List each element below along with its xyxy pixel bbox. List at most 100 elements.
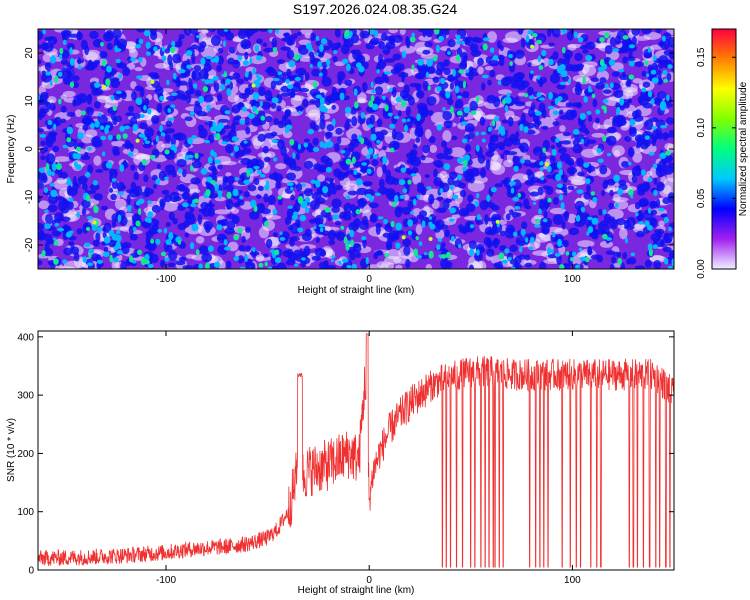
heatmap-low-patch: [449, 147, 466, 158]
heatmap-blob: [217, 55, 224, 66]
heatmap-blob: [312, 137, 319, 146]
heatmap-mid-blob: [555, 173, 562, 182]
heatmap-blob: [666, 72, 672, 82]
heatmap-y-tick-label: 0: [24, 146, 35, 152]
heatmap-blob: [626, 56, 636, 62]
heatmap-mid-blob: [187, 137, 194, 145]
heatmap-blob: [47, 204, 58, 212]
heatmap-high-blob: [602, 233, 608, 240]
heatmap-blob: [577, 171, 585, 177]
heatmap-blob: [552, 196, 559, 206]
heatmap-blob: [40, 92, 49, 97]
heatmap-blob: [515, 71, 525, 80]
heatmap-mid-blob: [223, 29, 229, 32]
heatmap-blob: [470, 167, 480, 177]
heatmap-mid-blob: [574, 264, 580, 269]
heatmap-blob: [507, 116, 514, 127]
heatmap-blob: [527, 129, 536, 135]
heatmap-blob: [639, 200, 649, 207]
heatmap-mid-blob: [100, 135, 107, 141]
heatmap-mid-blob: [43, 186, 48, 194]
heatmap-blob: [76, 93, 88, 104]
heatmap-mid-blob: [591, 217, 599, 225]
heatmap-high-blob: [294, 53, 300, 61]
heatmap-mid-blob: [475, 144, 480, 152]
heatmap-high-blob: [401, 99, 407, 108]
heatmap-mid-blob: [374, 30, 379, 38]
heatmap-blob: [384, 223, 393, 232]
heatmap-blob: [441, 140, 448, 148]
heatmap-high-blob: [535, 218, 541, 223]
heatmap-mid-blob: [164, 176, 169, 181]
heatmap-blob: [108, 187, 114, 193]
heatmap-mid-blob: [628, 60, 635, 67]
heatmap-blob: [144, 127, 155, 138]
heatmap-mid-blob: [510, 187, 515, 194]
heatmap-blob: [178, 74, 186, 79]
heatmap-blob: [194, 89, 202, 97]
heatmap-mid-blob: [512, 231, 518, 237]
heatmap-mid-blob: [556, 65, 562, 74]
heatmap-mid-blob: [527, 30, 534, 35]
heatmap-blob: [320, 249, 327, 257]
heatmap-blob: [639, 140, 649, 150]
heatmap-mid-blob: [481, 138, 486, 143]
heatmap-high-blob: [440, 254, 447, 259]
heatmap-mid-blob: [144, 140, 151, 144]
heatmap-low-patch: [114, 198, 127, 211]
heatmap-blob: [500, 153, 505, 160]
heatmap-blob: [285, 172, 297, 181]
heatmap-blob: [121, 244, 130, 255]
heatmap-mid-blob: [189, 242, 195, 250]
heatmap-blob: [168, 250, 178, 261]
heatmap-blob: [499, 230, 507, 237]
heatmap-blob: [444, 229, 451, 238]
heatmap-mid-blob: [539, 161, 544, 166]
snr-y-tick-label: 300: [17, 391, 34, 402]
heatmap-blob: [358, 198, 365, 209]
heatmap-blob: [77, 175, 88, 185]
heatmap-blob: [576, 63, 585, 68]
heatmap-high-blob: [255, 109, 259, 115]
heatmap-blob: [526, 168, 532, 176]
heatmap-blob: [442, 199, 450, 210]
heatmap-low-patch: [332, 83, 349, 89]
heatmap-blob: [203, 220, 214, 231]
heatmap-mid-blob: [277, 71, 283, 76]
heatmap-mid-blob: [310, 179, 318, 184]
heatmap-blob: [667, 37, 674, 48]
heatmap-high-blob: [105, 78, 111, 87]
heatmap-mid-blob: [182, 202, 189, 208]
heatmap-peak-blob: [150, 79, 155, 84]
heatmap-high-blob: [582, 76, 586, 85]
heatmap-blob: [178, 183, 186, 192]
snr-x-tick-label: 100: [564, 575, 581, 586]
heatmap-blob: [464, 123, 475, 133]
heatmap-blob: [484, 199, 492, 208]
heatmap-peak-blob: [495, 219, 500, 224]
heatmap-blob: [556, 83, 566, 90]
heatmap-low-patch: [214, 196, 227, 202]
heatmap-blob: [665, 117, 674, 125]
heatmap-mid-blob: [365, 256, 369, 265]
heatmap-mid-blob: [647, 46, 651, 53]
heatmap-mid-blob: [596, 148, 602, 154]
heatmap-high-blob: [617, 257, 622, 265]
heatmap-blob: [560, 140, 571, 145]
heatmap-blob: [559, 153, 571, 162]
heatmap-mid-blob: [177, 168, 183, 174]
heatmap-blob: [470, 67, 477, 74]
heatmap-blob: [303, 138, 310, 143]
heatmap-blob: [575, 81, 582, 93]
heatmap-blob: [62, 76, 73, 85]
heatmap-blob: [599, 77, 607, 84]
heatmap-blob: [615, 218, 626, 226]
heatmap-blob: [277, 120, 285, 129]
heatmap-mid-blob: [452, 194, 459, 200]
snr-y-tick-label: 100: [17, 507, 34, 518]
heatmap-mid-blob: [560, 70, 568, 78]
heatmap-mid-blob: [143, 136, 148, 141]
heatmap-blob: [139, 122, 148, 130]
heatmap-mid-blob: [577, 37, 584, 43]
heatmap-mid-blob: [525, 34, 530, 43]
